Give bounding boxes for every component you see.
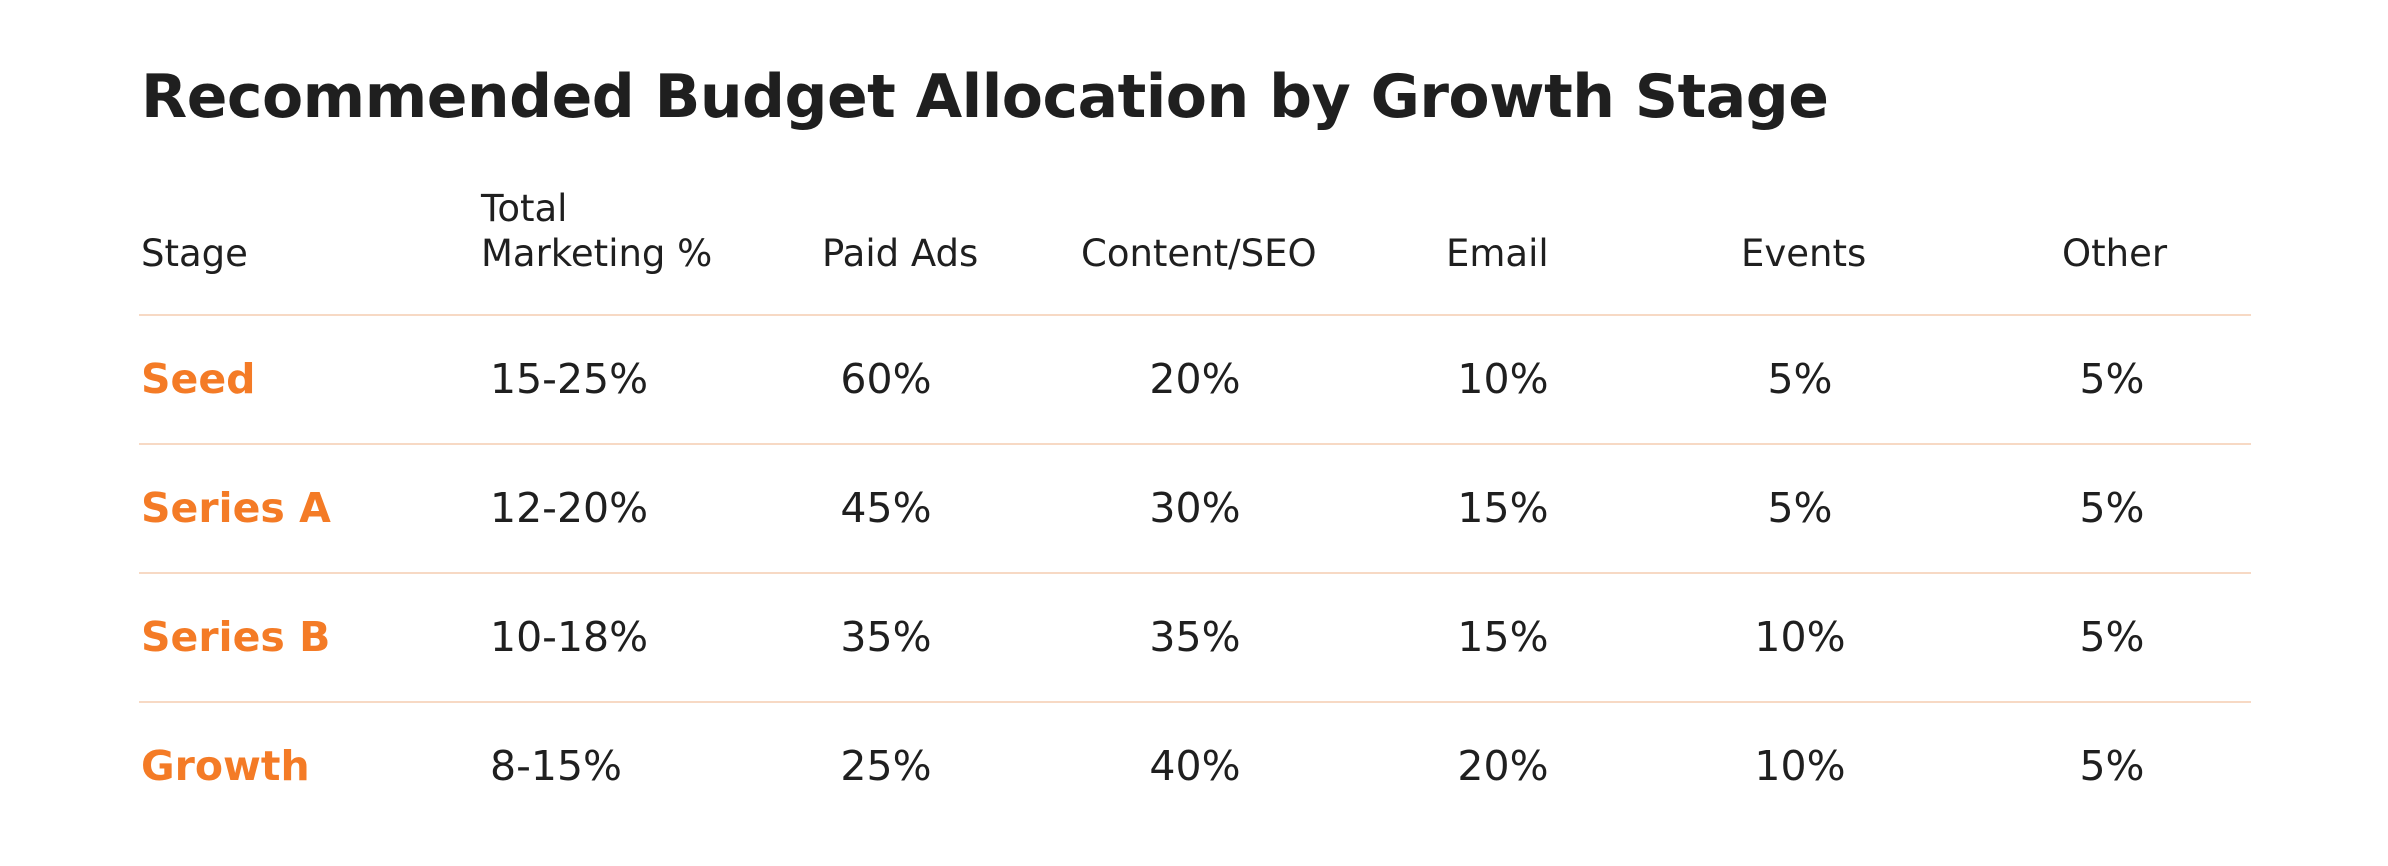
header-email: Email (1446, 232, 1549, 275)
stage-cell: Growth (141, 742, 310, 790)
table-row: Series A 12-20% 45% 30% 15% 5% 5% (139, 445, 2251, 574)
other-cell: 5% (2079, 613, 2145, 661)
stage-cell: Seed (141, 355, 256, 403)
total-marketing-cell: 10-18% (490, 613, 649, 661)
paid-ads-cell: 25% (840, 742, 932, 790)
events-cell: 5% (1767, 355, 1833, 403)
paid-ads-cell: 35% (840, 613, 932, 661)
content-seo-cell: 35% (1149, 613, 1241, 661)
other-cell: 5% (2079, 355, 2145, 403)
stage-cell: Series A (141, 484, 331, 532)
events-cell: 5% (1767, 484, 1833, 532)
page-title: Recommended Budget Allocation by Growth … (141, 62, 1829, 132)
table-row: Series B 10-18% 35% 35% 15% 10% 5% (139, 574, 2251, 703)
content-seo-cell: 40% (1149, 742, 1241, 790)
content-seo-cell: 30% (1149, 484, 1241, 532)
paid-ads-cell: 60% (840, 355, 932, 403)
total-marketing-cell: 12-20% (490, 484, 649, 532)
total-marketing-cell: 15-25% (490, 355, 649, 403)
header-paid-ads: Paid Ads (822, 232, 979, 275)
header-events: Events (1741, 232, 1867, 275)
header-other: Other (2062, 232, 2168, 275)
total-marketing-cell: 8-15% (490, 742, 623, 790)
events-cell: 10% (1754, 613, 1846, 661)
email-cell: 15% (1457, 484, 1549, 532)
events-cell: 10% (1754, 742, 1846, 790)
header-total-line2: Marketing % (481, 232, 713, 275)
header-stage: Stage (141, 232, 248, 275)
budget-table: Stage Total Marketing % Paid Ads Content… (139, 180, 2251, 830)
header-total-line1: Total (481, 187, 568, 230)
header-content-seo: Content/SEO (1081, 232, 1317, 275)
email-cell: 15% (1457, 613, 1549, 661)
other-cell: 5% (2079, 484, 2145, 532)
header-total-marketing: Total Marketing % (481, 186, 712, 276)
table-header-row: Stage Total Marketing % Paid Ads Content… (139, 180, 2251, 316)
content-seo-cell: 20% (1149, 355, 1241, 403)
paid-ads-cell: 45% (840, 484, 932, 532)
table-row: Seed 15-25% 60% 20% 10% 5% 5% (139, 316, 2251, 445)
email-cell: 10% (1457, 355, 1549, 403)
other-cell: 5% (2079, 742, 2145, 790)
table-row: Growth 8-15% 25% 40% 20% 10% 5% (139, 703, 2251, 830)
stage-cell: Series B (141, 613, 331, 661)
email-cell: 20% (1457, 742, 1549, 790)
